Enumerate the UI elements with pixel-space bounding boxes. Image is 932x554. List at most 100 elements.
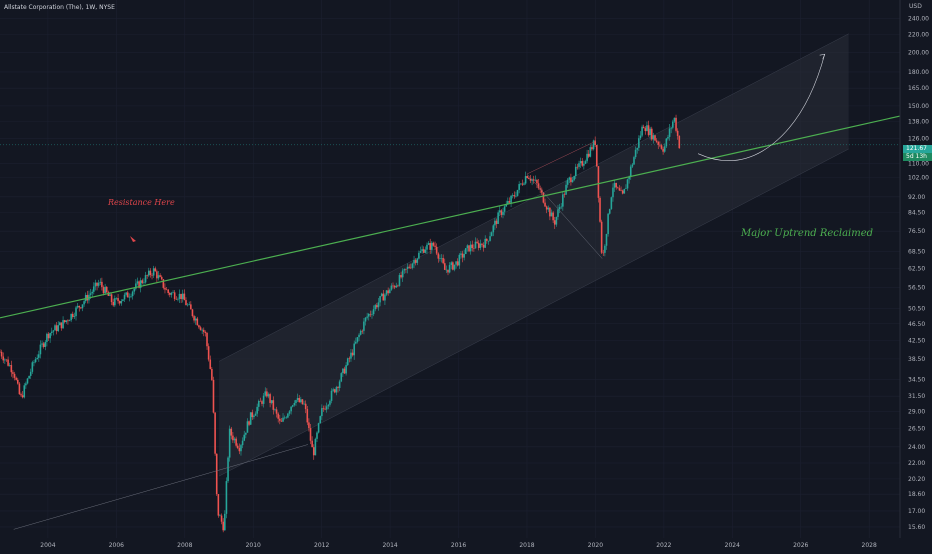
candle-body[interactable] xyxy=(139,280,142,288)
candle-body[interactable] xyxy=(25,383,27,386)
candle-body[interactable] xyxy=(676,130,679,136)
candle-body[interactable] xyxy=(146,275,148,276)
candle-body[interactable] xyxy=(272,400,275,410)
candle-body[interactable] xyxy=(147,270,150,276)
candle-body[interactable] xyxy=(38,354,40,358)
candle-body[interactable] xyxy=(324,408,326,410)
candle-body[interactable] xyxy=(586,153,588,162)
candle-body[interactable] xyxy=(62,320,64,329)
candle-body[interactable] xyxy=(515,195,517,197)
candle-body[interactable] xyxy=(348,358,351,359)
candle-body[interactable] xyxy=(123,294,126,300)
candle-body[interactable] xyxy=(274,409,276,411)
candle-body[interactable] xyxy=(473,248,475,249)
candle-body[interactable] xyxy=(125,292,127,295)
candle-body[interactable] xyxy=(650,128,653,140)
candle-body[interactable] xyxy=(382,293,385,301)
candle-body[interactable] xyxy=(555,216,558,225)
candle-body[interactable] xyxy=(28,375,30,379)
candle-body[interactable] xyxy=(443,263,446,270)
candle-body[interactable] xyxy=(325,406,328,410)
candle-body[interactable] xyxy=(154,268,157,272)
candle-body[interactable] xyxy=(330,390,333,401)
candle-body[interactable] xyxy=(342,368,344,374)
candle-body[interactable] xyxy=(358,334,360,338)
candle-body[interactable] xyxy=(169,293,171,295)
candle-body[interactable] xyxy=(626,179,629,189)
candle-body[interactable] xyxy=(497,212,499,224)
candle-body[interactable] xyxy=(418,252,420,259)
candle-body[interactable] xyxy=(89,293,92,295)
candle-body[interactable] xyxy=(18,383,21,395)
candle-body[interactable] xyxy=(199,327,202,331)
candle-body[interactable] xyxy=(181,293,184,300)
candle-body[interactable] xyxy=(657,141,660,145)
candle-body[interactable] xyxy=(426,244,428,250)
candle-body[interactable] xyxy=(574,166,577,177)
candle-body[interactable] xyxy=(96,282,98,286)
candle-body[interactable] xyxy=(502,211,504,215)
candle-body[interactable] xyxy=(393,286,396,288)
candle-body[interactable] xyxy=(204,331,207,333)
candle-body[interactable] xyxy=(594,140,596,145)
candle-body[interactable] xyxy=(160,276,163,280)
candle-body[interactable] xyxy=(34,359,37,363)
candle-body[interactable] xyxy=(649,128,651,136)
candle-body[interactable] xyxy=(23,385,26,398)
candle-body[interactable] xyxy=(343,368,346,374)
candle-body[interactable] xyxy=(578,163,580,167)
candle-body[interactable] xyxy=(295,400,297,404)
candle-body[interactable] xyxy=(562,194,564,207)
candle-body[interactable] xyxy=(587,153,590,157)
candle-body[interactable] xyxy=(215,453,218,495)
candle-body[interactable] xyxy=(49,332,51,339)
candle-body[interactable] xyxy=(277,413,279,419)
time-axis[interactable] xyxy=(0,538,932,550)
candle-body[interactable] xyxy=(101,281,103,288)
candle-body[interactable] xyxy=(641,126,643,136)
candle-body[interactable] xyxy=(156,271,158,279)
candle-body[interactable] xyxy=(414,260,417,263)
candle-body[interactable] xyxy=(374,305,377,310)
channel-lower-line[interactable] xyxy=(218,148,849,477)
candle-body[interactable] xyxy=(367,313,370,317)
candle-body[interactable] xyxy=(573,176,575,180)
candle-body[interactable] xyxy=(366,316,368,318)
candle-body[interactable] xyxy=(118,301,121,304)
candle-body[interactable] xyxy=(678,135,681,149)
candle-body[interactable] xyxy=(576,166,579,168)
candle-body[interactable] xyxy=(456,261,459,266)
candle-body[interactable] xyxy=(36,357,38,360)
candle-body[interactable] xyxy=(240,445,242,452)
candle-body[interactable] xyxy=(275,409,278,414)
candle-body[interactable] xyxy=(431,242,433,250)
candle-body[interactable] xyxy=(97,282,100,286)
candle-body[interactable] xyxy=(581,161,584,166)
candle-body[interactable] xyxy=(549,207,551,217)
candle-body[interactable] xyxy=(490,232,493,237)
candle-body[interactable] xyxy=(466,245,469,249)
uptrend-annotation[interactable]: Major Uptrend Reclaimed xyxy=(741,228,874,239)
candle-body[interactable] xyxy=(196,318,199,326)
candle-body[interactable] xyxy=(607,213,609,234)
candle-body[interactable] xyxy=(214,412,216,454)
candle-body[interactable] xyxy=(251,412,254,418)
candle-body[interactable] xyxy=(29,371,32,376)
candle-body[interactable] xyxy=(469,244,472,252)
candle-body[interactable] xyxy=(333,389,336,393)
decline-line[interactable] xyxy=(526,173,603,259)
candle-body[interactable] xyxy=(510,195,512,203)
candle-body[interactable] xyxy=(634,149,637,158)
candle-body[interactable] xyxy=(673,117,676,122)
candle-body[interactable] xyxy=(435,246,438,254)
candle-body[interactable] xyxy=(410,267,412,269)
candle-body[interactable] xyxy=(642,126,645,129)
candle-body[interactable] xyxy=(644,128,647,131)
candle-body[interactable] xyxy=(460,253,462,255)
candle-body[interactable] xyxy=(319,416,322,424)
candle-body[interactable] xyxy=(267,394,270,397)
candle-body[interactable] xyxy=(122,299,124,302)
candle-body[interactable] xyxy=(584,161,587,164)
candle-body[interactable] xyxy=(345,365,347,374)
